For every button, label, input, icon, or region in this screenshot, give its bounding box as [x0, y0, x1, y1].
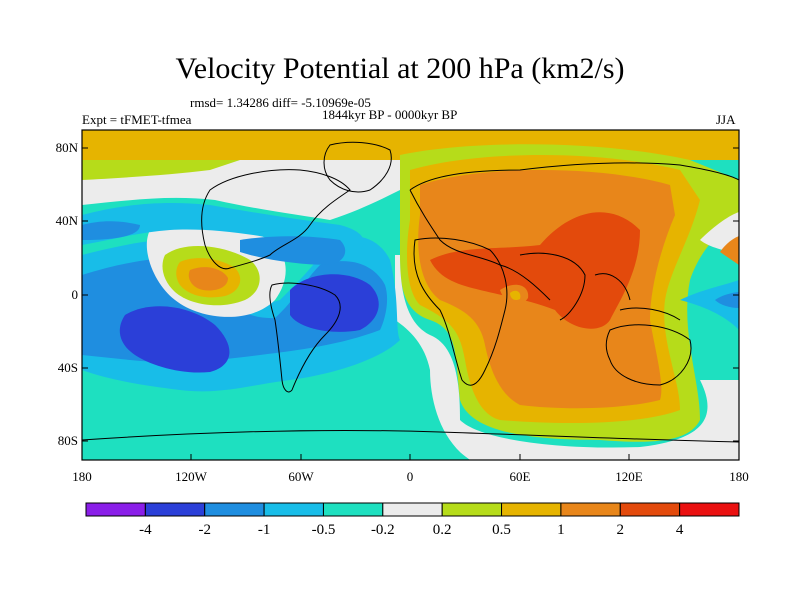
colorbar-label: 0.5 — [492, 522, 511, 538]
tick-marks — [81, 147, 740, 460]
colorbar-swatch — [441, 502, 503, 517]
colorbar-swatch — [263, 502, 324, 517]
y-tick-label: 80N — [55, 140, 78, 155]
colorbar-swatch — [382, 502, 443, 517]
colorbar-swatch — [204, 502, 265, 517]
colorbar-swatch — [560, 502, 621, 517]
velocity-potential-field — [82, 130, 739, 460]
colorbar — [85, 502, 740, 517]
colorbar-label: 4 — [675, 522, 684, 538]
map-title: Velocity Potential at 200 hPa (km2/s) — [175, 52, 625, 85]
colorbar-swatch — [501, 502, 562, 517]
colorbar-label: 0.2 — [432, 522, 452, 538]
x-tick-label: 180 — [729, 469, 749, 484]
x-tick-label: 0 — [406, 469, 414, 484]
period-text: 1844kyr BP - 0000kyr BP — [322, 107, 458, 122]
colorbar-swatch — [619, 502, 681, 517]
y-tick-label: 40S — [57, 360, 78, 375]
coastlines — [82, 141, 739, 443]
colorbar-label: -4 — [139, 522, 152, 538]
colorbar-label: -1 — [257, 522, 271, 538]
colorbar-label: 2 — [616, 522, 625, 538]
colorbar-swatch — [144, 502, 206, 517]
x-tick-label: 120W — [175, 469, 207, 484]
colorbar-swatch — [679, 502, 740, 517]
y-tick-label: 0 — [71, 287, 79, 302]
colorbar-swatch — [322, 502, 384, 517]
colorbar-label: -0.5 — [311, 522, 336, 538]
colorbar-label: -2 — [198, 522, 211, 538]
x-tick-label: 60W — [288, 469, 314, 484]
stats-text: rmsd= 1.34286 diff= -5.10969e-05 — [190, 95, 371, 110]
y-tick-label: 80S — [57, 433, 78, 448]
y-tick-label: 40N — [55, 213, 78, 228]
x-tick-label: 120E — [615, 469, 643, 484]
colorbar-label: 1 — [557, 522, 565, 538]
x-tick-label: 180 — [72, 469, 92, 484]
colorbar-swatch — [85, 502, 146, 517]
season-text: JJA — [716, 112, 736, 127]
x-tick-label: 60E — [509, 469, 531, 484]
colorbar-label: -0.2 — [370, 522, 395, 538]
experiment-text: Expt = tFMET-tfmea — [82, 112, 192, 127]
